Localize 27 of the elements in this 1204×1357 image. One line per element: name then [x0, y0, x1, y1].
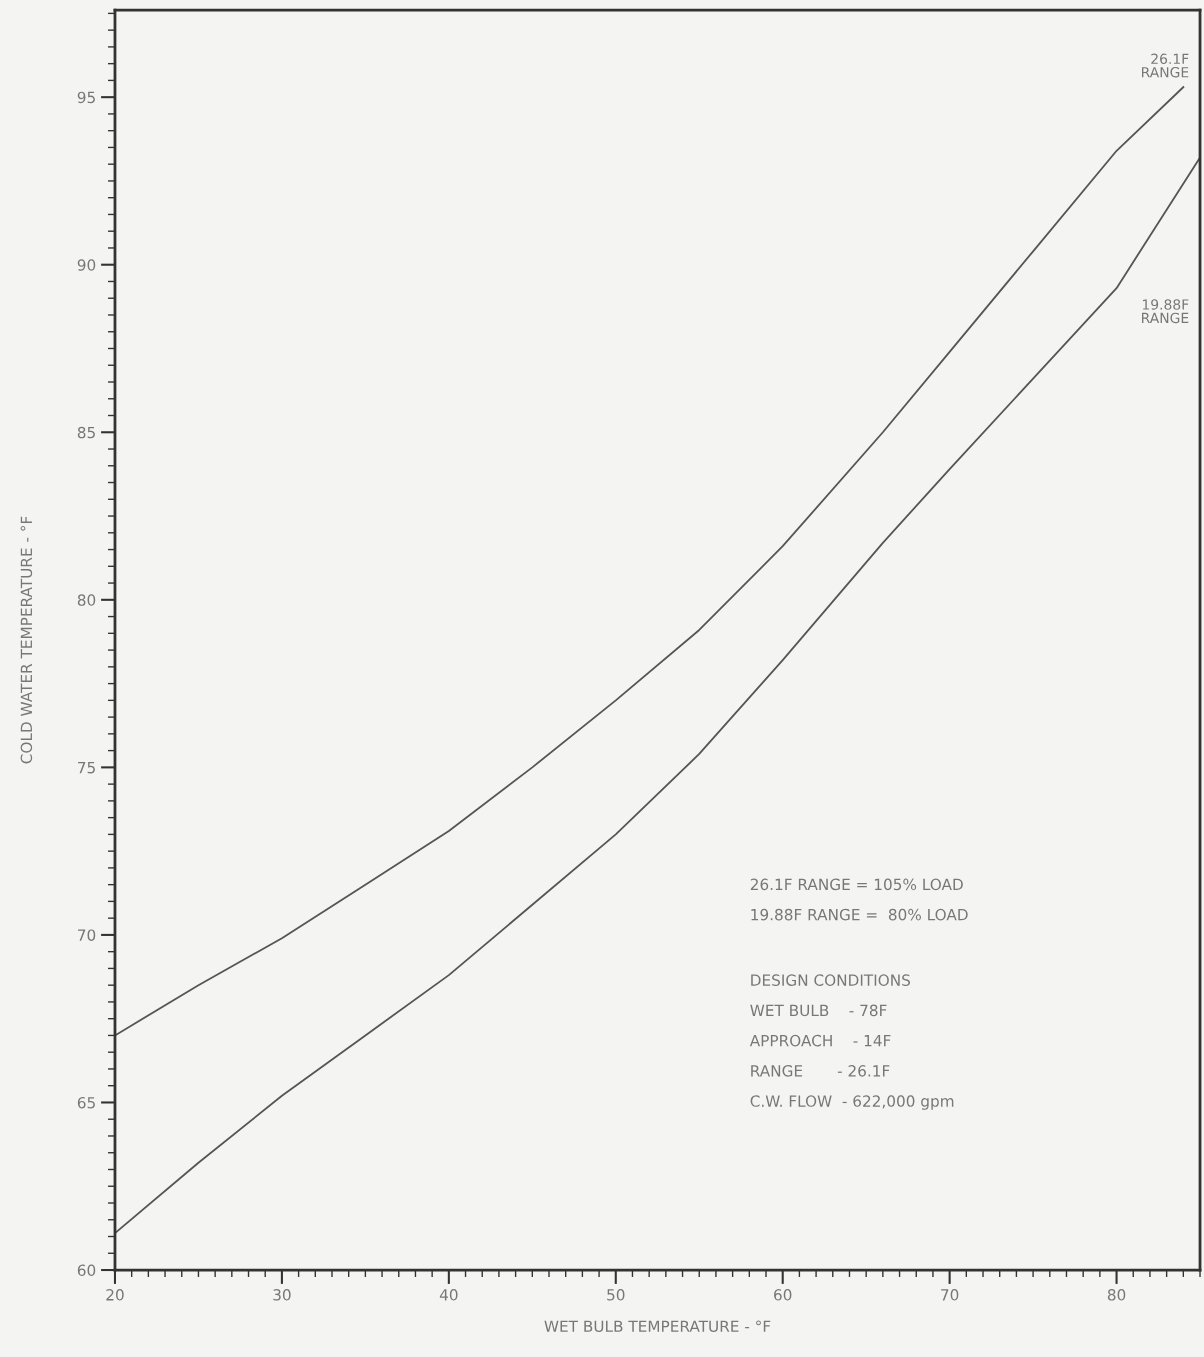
annotation: RANGE - 26.1F	[751, 1065, 890, 1077]
x-tick-label: 60	[774, 1289, 792, 1301]
y-tick-label: 85	[77, 426, 95, 439]
x-tick-label: 80	[1107, 1289, 1126, 1301]
y-tick-label: 80	[77, 594, 96, 606]
x-axis-title: WET BULB TEMPERATURE - °F	[544, 1320, 771, 1333]
y-axis-title: COLD WATER TEMPERATURE - °F	[20, 516, 33, 764]
annotation: DESIGN CONDITIONS	[751, 974, 911, 986]
annotation: 26.1F RANGE	[1142, 53, 1189, 78]
annotation: C.W. FLOW - 622,000 gpm	[750, 1095, 954, 1110]
annotation: WET BULB - 78F	[750, 1004, 887, 1017]
y-tick-label: 75	[78, 762, 95, 774]
x-tick-label: 20	[106, 1289, 124, 1301]
y-tick-label: 90	[77, 259, 96, 271]
y-tick-label: 70	[78, 929, 96, 941]
line-series	[114, 156, 1201, 1235]
y-tick-label: 65	[77, 1096, 95, 1109]
x-tick-label: 70	[941, 1289, 959, 1301]
annotation: 26.1F RANGE = 105% LOAD	[750, 878, 963, 891]
annotation: APPROACH - 14F	[749, 1034, 891, 1047]
y-tick-label: 60	[77, 1264, 96, 1277]
x-tick-label: 30	[273, 1289, 291, 1301]
y-tick-label: 95	[77, 91, 95, 104]
x-tick-label: 40	[439, 1289, 458, 1301]
annotation: 19.88F RANGE = 80% LOAD	[751, 908, 968, 921]
annotation: 19.88F RANGE	[1142, 299, 1189, 324]
x-tick-label: 50	[607, 1289, 625, 1301]
